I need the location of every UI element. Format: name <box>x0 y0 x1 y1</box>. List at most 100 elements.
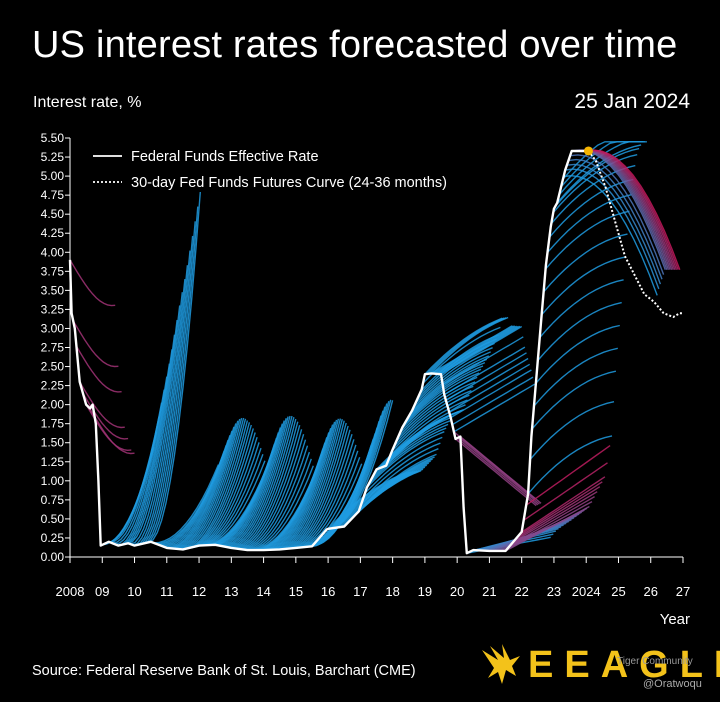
y-tick-label: 4.75 <box>41 188 65 202</box>
y-tick-label: 1.25 <box>41 455 65 469</box>
forecast-curve <box>138 250 191 546</box>
x-tick-label: 2008 <box>56 584 85 599</box>
forecast-curve <box>440 325 523 375</box>
forecast-curve <box>169 426 235 549</box>
x-tick-label: 18 <box>385 584 399 599</box>
chart-axes: 0.00 0.25 0.50 0.75 1.00 1.25 1.50 1.75 2.00 2.25… <box>41 131 691 628</box>
forecast-curve <box>244 451 311 551</box>
forecast-curve <box>568 158 663 280</box>
y-tick-label: 3.50 <box>41 283 65 297</box>
forecast-curve <box>112 389 165 544</box>
y-tick-label: 2.50 <box>41 360 65 374</box>
forecast-curve <box>289 439 355 550</box>
forecast-curve <box>541 256 626 316</box>
y-tick-label: 3.00 <box>41 321 65 335</box>
forecast-curve <box>175 418 241 550</box>
source-note: Source: Federal Reserve Bank of St. Loui… <box>32 663 416 679</box>
forecast-curve <box>273 418 340 551</box>
forecast-curve <box>410 355 490 413</box>
chart-legend: Federal Funds Effective Rate 30-day Fed F… <box>93 149 447 191</box>
x-tick-label: 25 <box>611 584 625 599</box>
forecast-curve <box>163 439 229 548</box>
current-rate-marker <box>583 146 593 156</box>
forecast-curve <box>450 369 532 419</box>
brand-logo: EEAGLI Tiger Community @Oratwoqu <box>480 640 720 692</box>
forecast-curve <box>120 349 173 546</box>
forecast-curve <box>143 221 196 545</box>
brand-name: EEAGLI <box>528 644 720 686</box>
forecast-curve <box>443 346 526 396</box>
forecast-curve <box>130 292 183 545</box>
forecast-curve <box>283 425 349 550</box>
forecast-curve <box>240 439 307 550</box>
y-tick-label: 0.75 <box>41 493 65 507</box>
forecast-curve <box>523 462 608 521</box>
x-tick-label: 20 <box>450 584 464 599</box>
forecast-curve <box>122 334 176 546</box>
forecast-curve <box>527 435 613 495</box>
x-axis-label: Year <box>660 611 690 628</box>
forecast-curve <box>515 486 601 540</box>
forecast-curve <box>267 424 334 551</box>
y-tick-label: 0.00 <box>41 550 65 564</box>
forecast-curve <box>233 421 299 549</box>
y-tick-label: 3.25 <box>41 302 65 316</box>
x-tick-label: 09 <box>95 584 109 599</box>
page-title: US interest rates forecasted over time <box>32 24 678 66</box>
forecast-curve <box>132 279 186 546</box>
main-series <box>68 146 683 555</box>
forecast-curve <box>217 423 283 546</box>
y-tick-label: 2.00 <box>41 398 65 412</box>
forecast-curve <box>428 317 507 375</box>
forecast-curve <box>412 351 491 409</box>
forecast-curve <box>424 317 503 375</box>
legend-label-effective: Federal Funds Effective Rate <box>131 149 319 165</box>
x-tick-label: 22 <box>514 584 528 599</box>
forecast-curve <box>364 436 443 494</box>
forecast-curve <box>277 419 343 551</box>
forecast-curve <box>566 163 662 285</box>
forecast-curve <box>507 500 593 549</box>
x-tick-label: 23 <box>547 584 561 599</box>
y-tick-label: 0.50 <box>41 512 65 526</box>
x-tick-label: 17 <box>353 584 367 599</box>
forecast-curve <box>213 432 280 546</box>
forecast-curve <box>285 429 351 550</box>
forecast-curve <box>368 427 447 485</box>
x-tick-label: 19 <box>418 584 432 599</box>
forecast-curve <box>529 401 615 460</box>
forecast-curve <box>140 235 194 545</box>
effective-rate-line <box>68 149 589 555</box>
futures-curve-line <box>587 150 683 319</box>
y-tick-label: 4.00 <box>41 245 65 259</box>
watermark-community: Tiger Community <box>617 656 693 667</box>
x-tick-label: 12 <box>192 584 206 599</box>
forecast-curve <box>219 420 285 547</box>
x-tick-label: 13 <box>224 584 238 599</box>
forecast-curve <box>279 420 345 551</box>
forecast-curve <box>148 191 201 543</box>
forecast-curve <box>215 427 282 546</box>
forecast-curve <box>535 324 620 384</box>
eagle-icon <box>482 644 520 684</box>
forecast-curve <box>358 453 437 511</box>
forecast-curve <box>445 352 527 402</box>
forecast-curve <box>176 417 243 550</box>
forecast-curve <box>552 154 638 213</box>
forecast-curve <box>223 416 289 548</box>
forecast-curve <box>246 458 312 551</box>
forecast-curve <box>153 464 220 544</box>
legend-label-futures: 30-day Fed Funds Futures Curve (24-36 mo… <box>131 175 447 191</box>
forecast-curve <box>512 491 598 543</box>
forecast-curve <box>242 445 309 551</box>
forecast-curve <box>235 425 301 550</box>
y-tick-label: 2.75 <box>41 341 65 355</box>
forecast-curve <box>406 361 486 420</box>
forecast-curve <box>546 194 632 253</box>
forecast-curve <box>145 206 199 544</box>
y-tick-label: 1.50 <box>41 436 65 450</box>
chart-date: 25 Jan 2024 <box>574 90 690 113</box>
forecast-curve <box>238 434 305 550</box>
forecast-curve <box>389 399 468 457</box>
forecast-curve <box>88 407 135 455</box>
